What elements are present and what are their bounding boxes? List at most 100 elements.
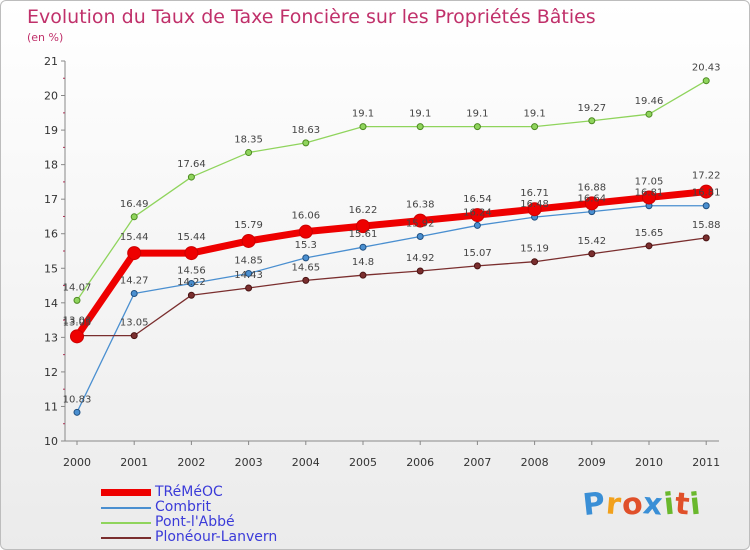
series-1-data-label: 16.24 — [463, 207, 492, 218]
series-2-data-label: 18.63 — [291, 125, 320, 136]
x-tick-label: 2003 — [235, 456, 263, 469]
legend-item: TRéMéOC — [101, 485, 277, 500]
series-3-line — [77, 237, 707, 337]
series-2-point — [73, 296, 81, 304]
series-0-data-label: 15.44 — [177, 232, 206, 243]
x-tick-label: 2009 — [578, 456, 606, 469]
x-tick-label: 2000 — [63, 456, 91, 469]
series-0-data-label: 16.54 — [463, 194, 492, 205]
series-1-data-label: 16.81 — [635, 188, 664, 199]
legend-label: Pont-l'Abbé — [155, 514, 235, 530]
legend-swatch — [101, 536, 151, 539]
series-0-point — [413, 213, 428, 228]
series-1-point — [73, 408, 81, 416]
series-1-data-label: 14.85 — [234, 255, 263, 266]
series-3-data-label: 15.42 — [577, 236, 606, 247]
series-0-data-label: 17.22 — [692, 171, 721, 182]
y-tick-label: 15 — [44, 262, 58, 275]
series-3-point — [302, 276, 310, 284]
series-2-point — [702, 77, 710, 85]
series-0-data-label: 16.71 — [520, 188, 549, 199]
series-0-point — [70, 329, 84, 344]
series-2-point — [416, 123, 424, 131]
series-0-point — [527, 202, 542, 217]
y-tick-label: 16 — [44, 228, 58, 241]
series-2-data-label: 20.43 — [692, 63, 721, 74]
series-3-data-label: 15.88 — [692, 220, 721, 231]
series-0-line — [74, 188, 707, 339]
logo-letter: i — [688, 486, 704, 523]
series-3-point — [645, 242, 653, 250]
series-0-point — [699, 184, 714, 199]
series-3-point — [588, 250, 596, 258]
y-tick-label: 10 — [44, 435, 58, 448]
y-tick-label: 13 — [44, 331, 58, 344]
series-0-point — [470, 208, 485, 223]
series-1-data-label: 16.64 — [577, 194, 606, 205]
x-tick-label: 2006 — [406, 456, 434, 469]
y-tick-label: 21 — [44, 55, 58, 68]
series-2-point — [531, 123, 539, 131]
series-2-point — [359, 123, 367, 131]
series-2-data-label: 14.07 — [63, 282, 92, 293]
series-3-point — [130, 332, 138, 340]
legend-item: Combrit — [101, 500, 277, 515]
series-1-point — [130, 289, 138, 297]
series-0-data-label: 13.03 — [63, 315, 92, 326]
series-3-data-label: 14.8 — [352, 257, 374, 268]
series-2-data-label: 17.64 — [177, 159, 206, 170]
series-1-data-label: 16.48 — [520, 199, 549, 210]
series-1-data-label: 15.92 — [406, 218, 435, 229]
series-2-data-label: 19.1 — [409, 109, 431, 120]
x-tick-label: 2004 — [292, 456, 320, 469]
series-1-data-label: 10.83 — [63, 394, 92, 405]
series-3-data-label: 14.65 — [291, 262, 320, 273]
series-0-data-label: 15.79 — [234, 220, 263, 231]
series-3-point — [473, 262, 481, 270]
y-tick-label: 12 — [44, 366, 58, 379]
series-2-data-label: 19.1 — [523, 109, 545, 120]
series-2-data-label: 19.1 — [352, 109, 374, 120]
series-1-point — [359, 243, 367, 251]
series-3-data-label: 13.05 — [63, 318, 92, 329]
series-0-point — [642, 190, 656, 205]
series-1-data-label: 14.27 — [120, 275, 149, 286]
series-0-point — [241, 233, 256, 248]
proxiti-logo: Proxiti — [581, 486, 704, 523]
legend-swatch — [101, 521, 151, 524]
series-2-line — [76, 80, 707, 301]
legend-item: Plonéour-Lanvern — [101, 530, 277, 545]
series-3-data-label: 15.65 — [635, 228, 664, 239]
series-3-point — [531, 258, 539, 266]
legend-label: TRéMéOC — [155, 484, 223, 500]
x-tick-label: 2005 — [349, 456, 377, 469]
y-tick-label: 17 — [44, 193, 58, 206]
x-tick-label: 2010 — [635, 456, 663, 469]
x-tick-label: 2002 — [177, 456, 205, 469]
y-tick-label: 19 — [44, 124, 58, 137]
chart-legend: TRéMéOC Combrit Pont-l'Abbé Plonéour-Lanver… — [101, 485, 277, 545]
series-1-point — [473, 221, 481, 229]
series-0-data-label: 16.88 — [577, 182, 606, 193]
y-tick-label: 20 — [44, 90, 58, 103]
x-tick-label: 2011 — [692, 456, 720, 469]
series-3-data-label: 15.07 — [463, 248, 492, 259]
series-0-point — [584, 196, 599, 211]
series-0-data-label: 17.05 — [635, 176, 664, 187]
series-1-point — [245, 269, 253, 277]
y-tick-label: 18 — [44, 159, 58, 172]
series-1-data-label: 16.81 — [692, 188, 721, 199]
series-3-point — [245, 284, 253, 292]
series-0-data-label: 16.22 — [349, 205, 378, 216]
series-0-point — [184, 246, 199, 261]
series-2-data-label: 16.49 — [120, 199, 149, 210]
series-2-point — [473, 123, 481, 131]
x-tick-label: 2001 — [120, 456, 148, 469]
series-1-data-label: 15.61 — [349, 229, 378, 240]
series-0-point — [356, 219, 370, 234]
legend-label: Combrit — [155, 499, 211, 515]
series-3-data-label: 14.43 — [234, 270, 263, 281]
series-3-point — [187, 291, 195, 299]
